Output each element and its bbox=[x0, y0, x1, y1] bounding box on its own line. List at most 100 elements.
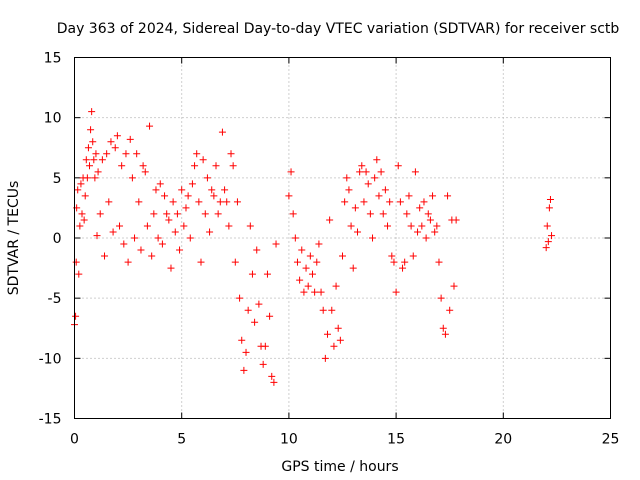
data-point bbox=[146, 122, 154, 130]
data-point bbox=[384, 222, 392, 230]
data-point bbox=[364, 180, 372, 188]
data-point bbox=[91, 174, 99, 182]
data-point bbox=[141, 168, 149, 176]
data-point bbox=[381, 186, 389, 194]
data-point bbox=[396, 198, 404, 206]
data-point bbox=[272, 240, 280, 248]
data-point bbox=[80, 216, 88, 224]
data-point bbox=[311, 288, 319, 296]
data-point bbox=[225, 222, 233, 230]
y-tick-labels: -15 -10 -5 0 5 10 15 bbox=[39, 51, 62, 428]
data-point bbox=[74, 186, 82, 194]
plot-frame bbox=[74, 57, 611, 419]
data-point bbox=[163, 210, 171, 218]
data-point bbox=[246, 222, 254, 230]
data-point bbox=[426, 216, 434, 224]
data-point bbox=[341, 198, 349, 206]
data-point bbox=[433, 222, 441, 230]
y-tick-label: 15 bbox=[44, 51, 62, 67]
data-point bbox=[193, 150, 201, 158]
data-point bbox=[446, 306, 454, 314]
data-point bbox=[542, 244, 550, 252]
data-point bbox=[135, 198, 143, 206]
data-point bbox=[227, 150, 235, 158]
data-point bbox=[323, 330, 331, 338]
data-point bbox=[182, 204, 190, 212]
data-point bbox=[191, 162, 199, 170]
data-point bbox=[167, 264, 175, 272]
data-point bbox=[128, 174, 136, 182]
data-point bbox=[173, 210, 181, 218]
data-point bbox=[122, 150, 130, 158]
data-point bbox=[308, 270, 316, 278]
data-point bbox=[371, 174, 379, 182]
data-point bbox=[77, 180, 85, 188]
data-series bbox=[71, 108, 556, 386]
data-point bbox=[208, 186, 216, 194]
data-point bbox=[306, 252, 314, 260]
data-point bbox=[356, 168, 364, 176]
data-point bbox=[543, 222, 551, 230]
data-point bbox=[103, 150, 111, 158]
data-point bbox=[113, 132, 121, 140]
data-point bbox=[223, 198, 231, 206]
x-tick-label: 0 bbox=[70, 432, 79, 448]
data-point bbox=[218, 128, 226, 136]
data-point bbox=[416, 204, 424, 212]
data-point bbox=[405, 192, 413, 200]
data-point bbox=[345, 186, 353, 194]
data-point bbox=[349, 264, 357, 272]
data-point bbox=[270, 378, 278, 386]
data-point bbox=[319, 306, 327, 314]
data-point bbox=[233, 198, 241, 206]
data-point bbox=[300, 288, 308, 296]
data-point bbox=[336, 336, 344, 344]
data-point bbox=[424, 210, 432, 218]
data-point bbox=[330, 342, 338, 350]
data-point bbox=[206, 228, 214, 236]
data-point bbox=[203, 174, 211, 182]
data-point bbox=[293, 258, 301, 266]
x-axis-label: GPS time / hours bbox=[281, 459, 398, 475]
data-point bbox=[229, 162, 237, 170]
data-point bbox=[351, 204, 359, 212]
data-point bbox=[392, 288, 400, 296]
data-point bbox=[75, 270, 83, 278]
data-point bbox=[82, 156, 90, 164]
data-point bbox=[214, 210, 222, 218]
data-point bbox=[88, 108, 96, 116]
data-point bbox=[386, 198, 394, 206]
y-tick-label: -10 bbox=[39, 351, 62, 367]
data-point bbox=[375, 192, 383, 200]
data-point bbox=[238, 336, 246, 344]
data-point bbox=[403, 210, 411, 218]
data-point bbox=[407, 222, 415, 230]
data-point bbox=[148, 252, 156, 260]
data-point bbox=[221, 186, 229, 194]
data-point bbox=[414, 228, 422, 236]
data-point bbox=[339, 252, 346, 260]
data-point bbox=[326, 216, 334, 224]
data-point bbox=[435, 258, 443, 266]
y-axis-label: SDTVAR / TECUs bbox=[6, 181, 22, 296]
data-point bbox=[161, 192, 169, 200]
data-point bbox=[546, 195, 554, 203]
data-point bbox=[439, 324, 447, 332]
data-point bbox=[444, 192, 452, 200]
data-point bbox=[362, 168, 370, 176]
data-point bbox=[399, 264, 407, 272]
data-point bbox=[201, 210, 209, 218]
data-point bbox=[109, 228, 117, 236]
data-point bbox=[253, 246, 261, 254]
data-point bbox=[332, 282, 340, 290]
data-point bbox=[304, 282, 312, 290]
data-point bbox=[287, 168, 295, 176]
data-point bbox=[420, 198, 428, 206]
data-point bbox=[401, 258, 409, 266]
data-point bbox=[369, 234, 377, 242]
chart-title: Day 363 of 2024, Sidereal Day-to-day VTE… bbox=[57, 21, 620, 37]
data-point bbox=[418, 222, 426, 230]
data-point bbox=[116, 222, 124, 230]
y-tick-label: 10 bbox=[44, 111, 62, 127]
data-point bbox=[156, 180, 164, 188]
